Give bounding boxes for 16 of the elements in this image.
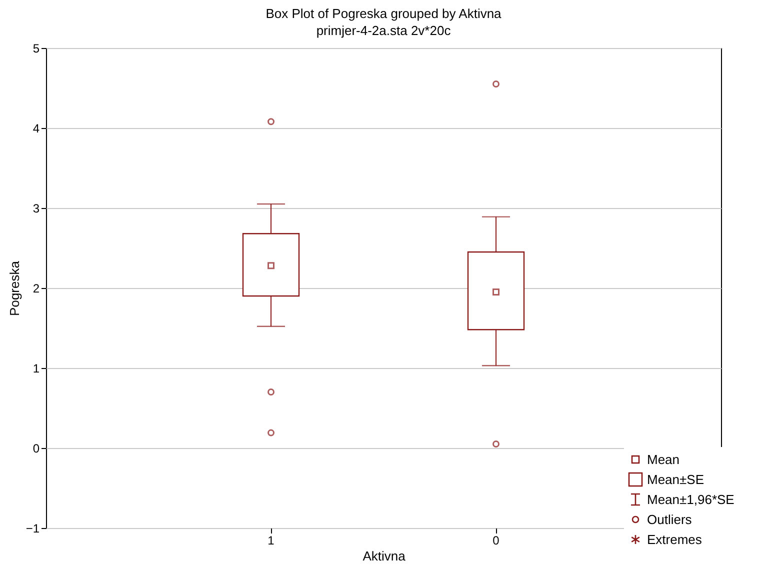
annotation: Mean bbox=[647, 452, 680, 466]
annotation: Mean±1,96*SE bbox=[647, 492, 734, 506]
y-tick-label: 0 bbox=[32, 442, 40, 456]
chart-subtitle: primjer-4-2a.sta 2v*20c bbox=[316, 23, 452, 38]
y-tick-label: 5 bbox=[32, 42, 40, 56]
x-axis-title: Aktivna bbox=[362, 548, 406, 564]
y-tick-label: 3 bbox=[32, 202, 40, 216]
y-axis-title: Pogreska bbox=[6, 260, 22, 316]
y-tick-label: 1 bbox=[32, 362, 40, 376]
chart-title: Box Plot of Pogreska grouped by Aktivna bbox=[266, 6, 502, 21]
annotation: Mean±SE bbox=[647, 472, 704, 486]
y-tick-label: 2 bbox=[32, 282, 40, 296]
y-tick-label: 4 bbox=[32, 122, 40, 136]
annotation: Outliers bbox=[647, 512, 692, 526]
y-tick-label: −1 bbox=[26, 522, 40, 536]
text: Extremes bbox=[647, 532, 702, 546]
